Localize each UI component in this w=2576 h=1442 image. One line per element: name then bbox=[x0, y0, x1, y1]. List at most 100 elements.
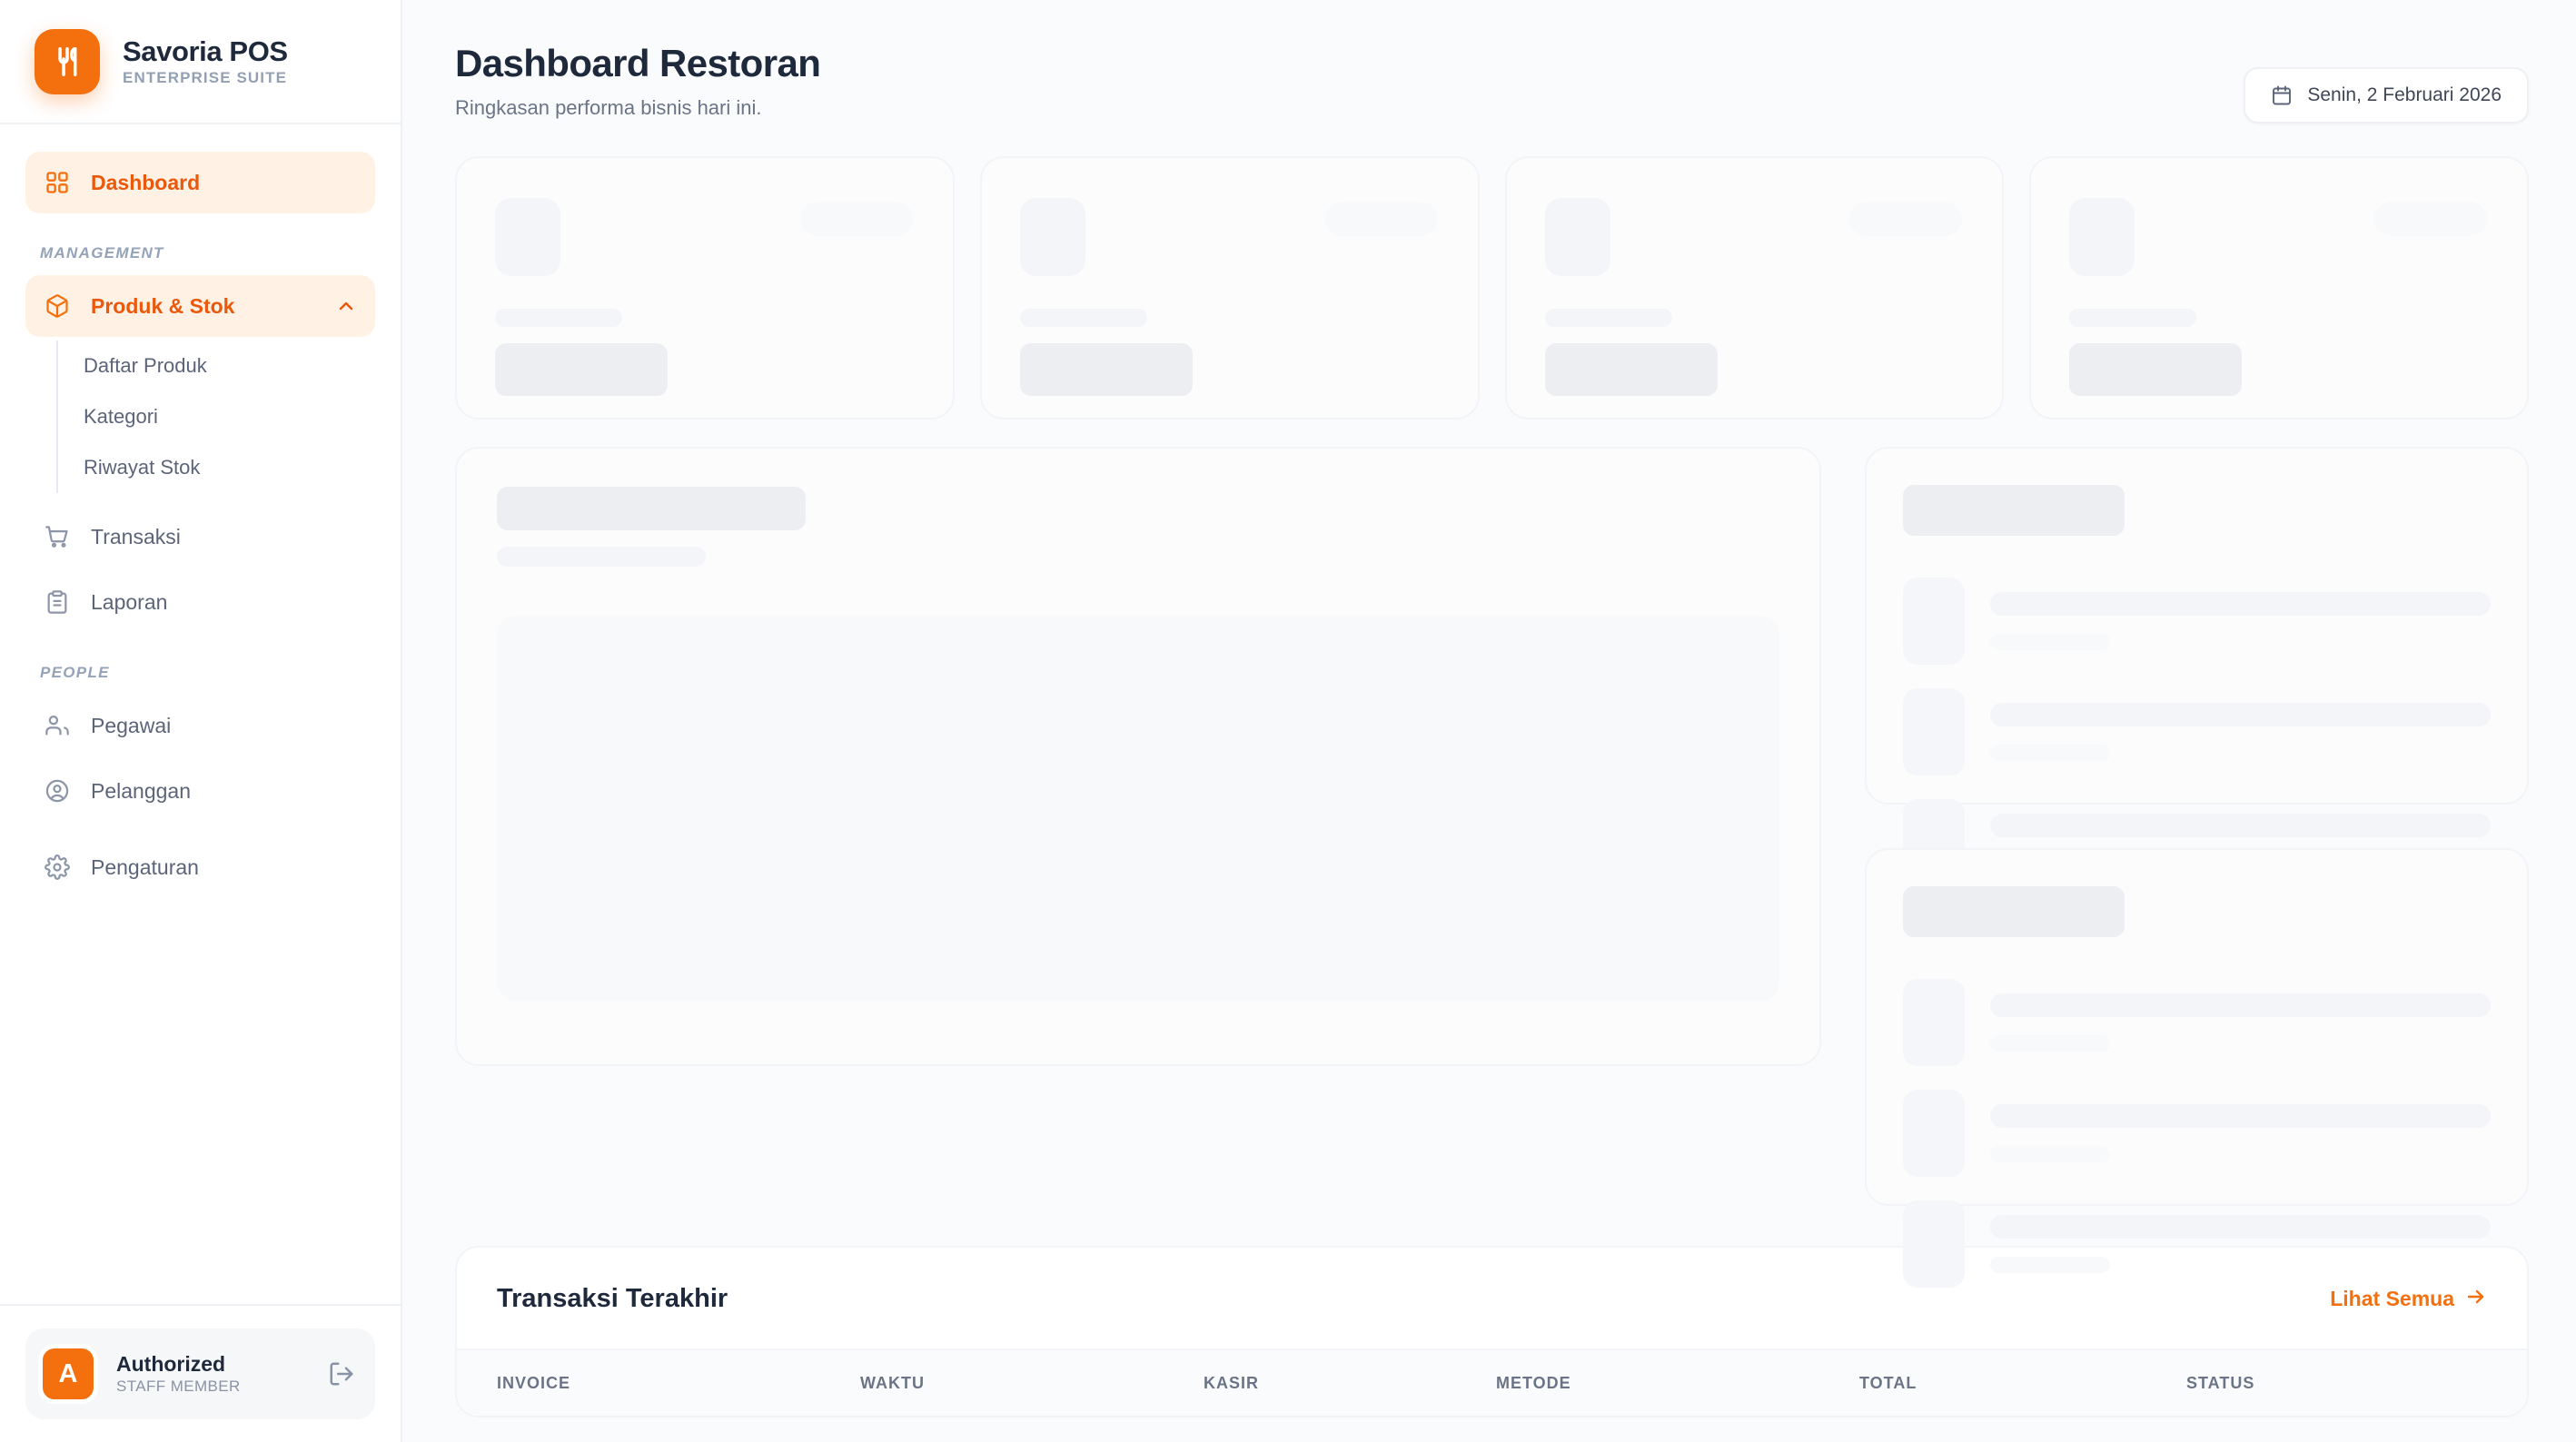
skeleton-badge-pill bbox=[1849, 202, 1963, 236]
users-icon bbox=[44, 712, 71, 739]
skeleton-label-line bbox=[495, 309, 622, 327]
sidebar-item-produk-stok[interactable]: Produk & Stok bbox=[25, 275, 375, 337]
column-header-status: STATUS bbox=[2186, 1373, 2255, 1392]
user-circle-icon bbox=[44, 777, 71, 805]
skeleton-label-line bbox=[1544, 309, 1672, 327]
skeleton-label-line bbox=[2069, 309, 2197, 327]
sidebar: Savoria POS ENTERPRISE SUITE Dashboard M… bbox=[0, 0, 402, 1442]
sidebar-item-label: Transaksi bbox=[91, 524, 181, 548]
skeleton-avatar bbox=[1903, 688, 1965, 775]
skeleton-panel-title bbox=[1903, 886, 2125, 937]
skeleton-line-primary bbox=[1990, 814, 2491, 837]
sidebar-item-label: Pelanggan bbox=[91, 778, 191, 803]
user-role: STAFF MEMBER bbox=[116, 1378, 241, 1395]
skeleton-value-block bbox=[2069, 343, 2243, 396]
main-content: Dashboard Restoran Ringkasan performa bi… bbox=[402, 0, 2576, 1442]
skeleton-icon-block bbox=[495, 198, 560, 276]
sidebar-item-label: Laporan bbox=[91, 589, 168, 614]
sidebar-item-transaksi[interactable]: Transaksi bbox=[25, 506, 375, 568]
list-item bbox=[1903, 1200, 2491, 1288]
skeleton-value-block bbox=[1544, 343, 1718, 396]
skeleton-avatar bbox=[1903, 1090, 1965, 1177]
chart-panel-skeleton bbox=[455, 447, 1821, 1066]
list-panel-skeleton bbox=[1865, 447, 2529, 886]
skeleton-badge-pill bbox=[2374, 202, 2487, 236]
skeleton-line-secondary bbox=[1990, 1035, 2111, 1052]
skeleton-line-primary bbox=[1990, 993, 2491, 1017]
view-all-link[interactable]: Lihat Semua bbox=[2330, 1286, 2487, 1313]
logout-icon[interactable] bbox=[328, 1360, 355, 1388]
brand-subtitle: ENTERPRISE SUITE bbox=[123, 69, 288, 87]
sidebar-section-management: MANAGEMENT bbox=[40, 244, 164, 262]
skeleton-title-bar bbox=[497, 487, 806, 530]
sidebar-item-label: Produk & Stok bbox=[91, 293, 235, 318]
calendar-icon bbox=[2271, 84, 2293, 106]
recent-transactions-title: Transaksi Terakhir bbox=[497, 1284, 728, 1313]
skeleton-icon-block bbox=[2069, 198, 2135, 276]
arrow-right-icon bbox=[2465, 1286, 2487, 1313]
brand-header: Savoria POS ENTERPRISE SUITE bbox=[0, 0, 401, 124]
stat-cards-row bbox=[455, 156, 2529, 420]
skeleton-chart-canvas bbox=[497, 616, 1779, 1001]
view-all-label: Lihat Semua bbox=[2330, 1287, 2454, 1310]
user-name: Authorized bbox=[116, 1352, 226, 1376]
sidebar-subitem-kategori[interactable]: Kategori bbox=[84, 405, 158, 428]
sidebar-subitem-riwayat-stok[interactable]: Riwayat Stok bbox=[84, 456, 201, 479]
side-panels-column bbox=[1865, 447, 2529, 1288]
skeleton-icon-block bbox=[1019, 198, 1085, 276]
sidebar-item-pegawai[interactable]: Pegawai bbox=[25, 695, 375, 756]
recent-transactions-header: Transaksi Terakhir Lihat Semua bbox=[457, 1248, 2527, 1348]
chevron-up-icon[interactable] bbox=[335, 295, 357, 317]
skeleton-subtitle-bar bbox=[497, 547, 706, 567]
skeleton-panel-title bbox=[1903, 485, 2125, 536]
clipboard-list-icon bbox=[44, 588, 71, 616]
sidebar-item-laporan[interactable]: Laporan bbox=[25, 571, 375, 633]
stat-card-skeleton bbox=[979, 156, 1480, 420]
list-item bbox=[1903, 979, 2491, 1066]
column-header-waktu: WAKTU bbox=[860, 1373, 925, 1392]
list-panel-skeleton bbox=[1865, 848, 2529, 1288]
skeleton-avatar bbox=[1903, 979, 1965, 1066]
sidebar-nav: Dashboard MANAGEMENT Produk & Stok bbox=[0, 124, 401, 1304]
sidebar-item-dashboard[interactable]: Dashboard bbox=[25, 152, 375, 213]
sidebar-item-label: Pengaturan bbox=[91, 854, 199, 879]
skeleton-badge-pill bbox=[799, 202, 913, 236]
sidebar-item-pengaturan[interactable]: Pengaturan bbox=[25, 836, 375, 898]
page-header: Dashboard Restoran Ringkasan performa bi… bbox=[455, 42, 2529, 123]
sidebar-item-pelanggan[interactable]: Pelanggan bbox=[25, 760, 375, 822]
date-label: Senin, 2 Februari 2026 bbox=[2307, 84, 2502, 105]
stat-card-skeleton bbox=[455, 156, 955, 420]
stat-card-skeleton bbox=[1504, 156, 2005, 420]
skeleton-badge-pill bbox=[1324, 202, 1438, 236]
skeleton-avatar bbox=[1903, 578, 1965, 665]
sidebar-item-label: Pegawai bbox=[91, 713, 172, 737]
date-selector[interactable]: Senin, 2 Februari 2026 bbox=[2244, 67, 2529, 123]
skeleton-avatar bbox=[1903, 1200, 1965, 1288]
avatar: A bbox=[38, 1344, 98, 1404]
skeleton-line-primary bbox=[1990, 1215, 2491, 1239]
skeleton-label-line bbox=[1019, 309, 1147, 327]
sidebar-subitem-daftar-produk[interactable]: Daftar Produk bbox=[84, 354, 207, 377]
sidebar-subnav-produk-stok: Daftar Produk Kategori Riwayat Stok bbox=[56, 341, 375, 493]
shopping-cart-icon bbox=[44, 523, 71, 550]
box-cube-icon bbox=[44, 292, 71, 320]
brand-title: Savoria POS bbox=[123, 35, 288, 67]
skeleton-line-secondary bbox=[1990, 745, 2111, 761]
sidebar-section-people: PEOPLE bbox=[40, 664, 110, 681]
skeleton-line-secondary bbox=[1990, 1146, 2111, 1162]
user-profile-card[interactable]: A Authorized STAFF MEMBER bbox=[25, 1328, 375, 1419]
column-header-metode: METODE bbox=[1496, 1373, 1571, 1392]
transactions-table-header: INVOICE WAKTU KASIR METODE TOTAL STATUS bbox=[457, 1348, 2527, 1416]
skeleton-line-primary bbox=[1990, 703, 2491, 726]
page-subtitle: Ringkasan performa bisnis hari ini. bbox=[455, 96, 762, 119]
recent-transactions-panel: Transaksi Terakhir Lihat Semua INVOICE W… bbox=[455, 1246, 2529, 1417]
skeleton-value-block bbox=[1019, 343, 1193, 396]
skeleton-line-primary bbox=[1990, 1104, 2491, 1128]
sidebar-item-label: Dashboard bbox=[91, 170, 201, 194]
content-row bbox=[455, 447, 2529, 1288]
list-item bbox=[1903, 688, 2491, 775]
utensils-icon bbox=[35, 28, 100, 94]
column-header-invoice: INVOICE bbox=[497, 1373, 571, 1392]
skeleton-line-secondary bbox=[1990, 634, 2111, 650]
